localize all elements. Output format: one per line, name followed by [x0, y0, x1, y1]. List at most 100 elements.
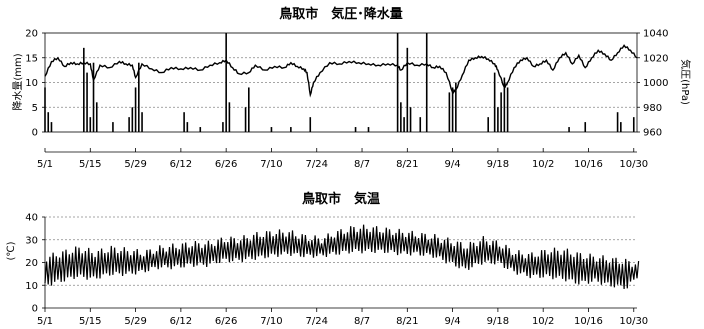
x-tick-label: 7/24	[306, 159, 328, 170]
x-tick-label: 6/26	[215, 316, 237, 327]
precipitation-bar	[225, 33, 227, 132]
chart-2-axes	[42, 216, 637, 312]
precipitation-bar	[222, 122, 224, 132]
x-tick-label: 10/2	[532, 316, 554, 327]
x-tick-label: 10/30	[619, 316, 648, 327]
precipitation-bar	[86, 72, 88, 132]
precipitation-bar	[270, 127, 273, 132]
precipitation-bar	[406, 47, 409, 132]
precipitation-bar	[354, 127, 357, 132]
chart-1-title: 鳥取市 気圧･降水量	[279, 6, 403, 22]
chart-1-left-axis-label: 降水量(mm)	[11, 53, 24, 110]
y-tick-label: 30	[25, 235, 38, 246]
precipitation-bar	[451, 87, 454, 132]
chart-1-axes	[42, 32, 640, 153]
x-tick-label: 5/1	[37, 159, 53, 170]
precipitation-bar	[503, 77, 506, 132]
x-tick-label: 9/18	[487, 159, 509, 170]
x-tick-label: 5/15	[79, 316, 101, 327]
y-tick-label: 20	[25, 258, 38, 269]
precipitation-bar	[112, 122, 114, 132]
precipitation-bar	[128, 117, 130, 132]
chart-1-tick-labels: 0 5 10 15 20 960 980 1000 1020 1040 5/1 5/15 5/29 6/1…	[25, 29, 668, 171]
x-tick-label: 5/1	[37, 316, 53, 327]
pressure-line	[44, 44, 638, 98]
y-tick-label: 0	[32, 304, 38, 315]
precipitation-bar	[183, 112, 185, 132]
chart-pressure-precipitation: 鳥取市 気圧･降水量 0 5 10 15 20 960 980 1000 1020 1040 5/1…	[11, 6, 692, 170]
y-tick-label-right: 1040	[643, 29, 668, 40]
temperature-line	[44, 224, 640, 290]
precipitation-bar	[448, 92, 451, 132]
precipitation-bar	[632, 117, 635, 132]
chart-1-right-axis-label: 気圧(hPa)	[679, 59, 692, 105]
x-tick-label: 8/7	[354, 316, 370, 327]
precipitation-bar	[50, 122, 53, 132]
x-tick-label: 9/4	[445, 316, 461, 327]
precipitation-bar	[47, 112, 50, 132]
precipitation-bar	[290, 127, 292, 132]
x-tick-label: 8/7	[354, 159, 370, 170]
precipitation-bar	[89, 117, 92, 132]
x-tick-label: 10/16	[574, 316, 603, 327]
x-tick-label: 6/12	[170, 316, 192, 327]
y-tick-label-right: 960	[643, 128, 662, 139]
precipitation-bar	[497, 107, 499, 132]
x-tick-label: 9/4	[445, 159, 461, 170]
precipitation-bar	[228, 102, 231, 132]
y-tick-label-left: 20	[25, 29, 38, 40]
precipitation-bar	[493, 72, 496, 132]
precipitation-bar	[409, 107, 412, 132]
x-tick-label: 8/21	[396, 159, 418, 170]
y-tick-label: 40	[25, 213, 38, 224]
plot-frame	[44, 32, 638, 133]
chart-temperature: 鳥取市 気温 0 10 20 30 40 5/1 5/15 5/29 6/12 6/26 7/10 7…	[6, 191, 648, 327]
x-tick-label: 5/29	[124, 159, 146, 170]
chart-2-y-axis-label: (℃)	[6, 241, 17, 260]
precipitation-bar	[92, 62, 95, 133]
precipitation-bar	[616, 112, 619, 132]
x-tick-label: 10/30	[619, 159, 648, 170]
x-tick-label: 5/15	[79, 159, 101, 170]
precipitation-bar	[425, 33, 428, 132]
precipitation-bar	[138, 62, 140, 133]
x-tick-label: 7/24	[306, 316, 328, 327]
precipitation-bar	[500, 92, 502, 132]
y-tick-label-right: 1000	[643, 78, 668, 89]
precipitation-bar	[506, 87, 509, 132]
x-tick-label: 7/10	[260, 159, 282, 170]
precipitation-bar	[487, 117, 489, 132]
x-tick-label: 6/26	[215, 159, 237, 170]
precipitation-bar	[309, 117, 312, 132]
x-tick-label: 6/12	[170, 159, 192, 170]
precipitation-bar	[244, 107, 247, 132]
precipitation-bar	[95, 102, 98, 132]
y-tick-label-left: 0	[32, 128, 38, 139]
y-tick-label-left: 5	[32, 103, 38, 114]
x-tick-label: 5/29	[124, 316, 146, 327]
y-tick-label-left: 15	[25, 53, 38, 64]
precipitation-bar	[367, 127, 370, 132]
precipitation-bar	[131, 107, 134, 132]
x-tick-label: 9/18	[487, 316, 509, 327]
precipitation-bar	[186, 122, 189, 132]
x-tick-label: 7/10	[260, 316, 282, 327]
precipitation-bars	[44, 33, 635, 133]
x-tick-label: 8/21	[396, 316, 418, 327]
precipitation-bar	[396, 33, 399, 132]
precipitation-bar	[620, 122, 622, 132]
y-tick-label: 10	[25, 281, 38, 292]
chart-2-title: 鳥取市 気温	[302, 191, 380, 207]
chart-1-gridlines	[45, 57, 637, 108]
precipitation-bar	[455, 82, 457, 132]
y-tick-label-right: 980	[643, 103, 662, 114]
precipitation-bar	[141, 112, 143, 132]
precipitation-bar	[400, 102, 402, 132]
precipitation-bar	[584, 122, 587, 132]
precipitation-bar	[568, 127, 570, 132]
precipitation-bar	[419, 117, 422, 132]
y-tick-label-left: 10	[25, 78, 38, 89]
y-tick-label-right: 1020	[643, 53, 668, 64]
precipitation-bar	[83, 47, 85, 132]
